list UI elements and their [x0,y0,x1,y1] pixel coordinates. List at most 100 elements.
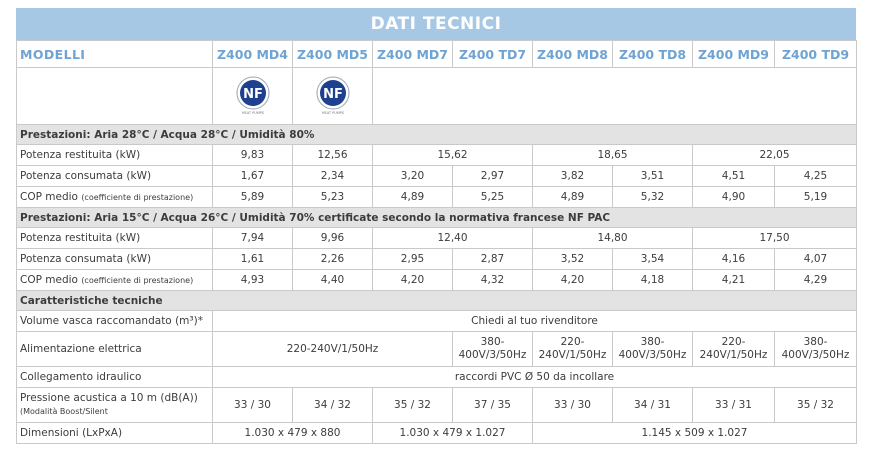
cell-value: 4,93 [212,269,293,291]
cell-value: raccordi PVC Ø 50 da incollare [212,366,857,388]
cell-value: Chiedi al tuo rivenditore [212,310,857,332]
nf-logo-caption: HEAT PUMPS [321,111,344,115]
cell-value: 3,51 [612,165,693,187]
empty-logo-cell [372,67,857,125]
models-header-row: MODELLI Z400 MD4 Z400 MD5 Z400 MD7 Z400 … [16,40,857,68]
cell-value: 4,20 [532,269,613,291]
cell-value: 4,29 [774,269,857,291]
table-title: DATI TECNICI [16,8,856,40]
cell-value: 22,05 [692,144,857,166]
cell-value: 18,65 [532,144,693,166]
nf-certification-logo: NF HEAT PUMPS [316,76,349,115]
row-label: Potenza restituita (kW) [16,227,213,249]
cell-value: 17,50 [692,227,857,249]
cell-value: 34 / 32 [292,387,373,423]
cell-value: 3,52 [532,248,613,270]
row-label-text: Pressione acustica a 10 m (dB(A)) [20,392,198,404]
cell-value: 380-400V/3/50Hz [452,331,533,367]
row-label: Volume vasca raccomandato (m³)* [16,310,213,332]
section-header: Caratteristiche tecniche [16,290,857,311]
cell-value: 12,40 [372,227,533,249]
model-md5: Z400 MD5 [292,40,373,68]
cell-value: 5,89 [212,186,293,208]
cell-value: 220-240V/1/50Hz [212,331,453,367]
section-header: Prestazioni: Aria 15°C / Acqua 26°C / Um… [16,207,857,228]
model-td7: Z400 TD7 [452,40,533,68]
cell-value: 5,25 [452,186,533,208]
cell-value: 4,20 [372,269,453,291]
row-label-text: COP medio [20,274,78,286]
cell-value: 37 / 35 [452,387,533,423]
model-md8: Z400 MD8 [532,40,613,68]
cell-value: 9,83 [212,144,293,166]
row-label: Potenza restituita (kW) [16,144,213,166]
model-md4: Z400 MD4 [212,40,293,68]
table-row: Potenza consumata (kW) 1,67 2,34 3,20 2,… [16,165,857,187]
cell-value: 4,89 [372,186,453,208]
row-label: COP medio (coefficiente di prestazione) [16,269,213,291]
cell-value: 12,56 [292,144,373,166]
row-label-note: (coefficiente di prestazione) [81,193,194,202]
table-row: Potenza restituita (kW) 9,83 12,56 15,62… [16,144,857,166]
section-header: Prestazioni: Aria 28°C / Acqua 28°C / Um… [16,124,857,145]
cell-value: 2,34 [292,165,373,187]
nf-certification-logo: NF HEAT PUMPS [236,76,269,115]
table-row: Alimentazione elettrica 220-240V/1/50Hz … [16,331,857,367]
tech-data-table: MODELLI Z400 MD4 Z400 MD5 Z400 MD7 Z400 … [16,40,857,444]
cell-value: 35 / 32 [372,387,453,423]
cell-value: 5,23 [292,186,373,208]
nf-logo-text: NF [323,87,343,102]
nf-logo-cell: NF HEAT PUMPS [212,67,293,125]
cell-value: 380-400V/3/50Hz [612,331,693,367]
table-row: COP medio (coefficiente di prestazione) … [16,186,857,208]
models-label: MODELLI [16,40,213,68]
cell-value: 4,89 [532,186,613,208]
table-row: Dimensioni (LxPxA) 1.030 x 479 x 880 1.0… [16,422,857,444]
cell-value: 1.030 x 479 x 1.027 [372,422,533,444]
cell-value: 3,54 [612,248,693,270]
cell-value: 380-400V/3/50Hz [774,331,857,367]
cell-value: 220-240V/1/50Hz [532,331,613,367]
model-td8: Z400 TD8 [612,40,693,68]
cell-value: 2,95 [372,248,453,270]
cell-value: 5,19 [774,186,857,208]
cell-value: 14,80 [532,227,693,249]
cell-value: 7,94 [212,227,293,249]
cell-value: 4,07 [774,248,857,270]
cell-value: 1,61 [212,248,293,270]
cell-value: 33 / 31 [692,387,775,423]
cell-value: 9,96 [292,227,373,249]
cell-value: 2,26 [292,248,373,270]
table-row: Potenza consumata (kW) 1,61 2,26 2,95 2,… [16,248,857,270]
row-label-note: (Modalità Boost/Silent [20,407,108,416]
cell-value: 5,32 [612,186,693,208]
model-td9: Z400 TD9 [774,40,857,68]
cell-value: 1.030 x 479 x 880 [212,422,373,444]
cell-value: 2,97 [452,165,533,187]
section1-title: Prestazioni: Aria 28°C / Acqua 28°C / Um… [16,124,857,145]
model-md9: Z400 MD9 [692,40,775,68]
section3-title: Caratteristiche tecniche [16,290,857,311]
nf-logo-cell: NF HEAT PUMPS [292,67,373,125]
table-row: COP medio (coefficiente di prestazione) … [16,269,857,291]
table-row: Volume vasca raccomandato (m³)* Chiedi a… [16,310,857,332]
cell-value: 35 / 32 [774,387,857,423]
model-md7: Z400 MD7 [372,40,453,68]
row-label: Potenza consumata (kW) [16,248,213,270]
table-row: Collegamento idraulico raccordi PVC Ø 50… [16,366,857,388]
table-row: Potenza restituita (kW) 7,94 9,96 12,40 … [16,227,857,249]
row-label: COP medio (coefficiente di prestazione) [16,186,213,208]
table-row: Pressione acustica a 10 m (dB(A)) (Modali… [16,387,857,423]
cell-value: 4,90 [692,186,775,208]
cell-value: 33 / 30 [212,387,293,423]
row-label: Pressione acustica a 10 m (dB(A)) (Modali… [16,387,213,423]
certification-label-cell [16,67,213,125]
section2-title: Prestazioni: Aria 15°C / Acqua 26°C / Um… [16,207,857,228]
row-label: Potenza consumata (kW) [16,165,213,187]
cell-value: 4,32 [452,269,533,291]
cell-value: 3,82 [532,165,613,187]
cell-value: 4,51 [692,165,775,187]
cell-value: 4,18 [612,269,693,291]
nf-logo-text: NF [243,87,263,102]
row-label-text: COP medio [20,191,78,203]
